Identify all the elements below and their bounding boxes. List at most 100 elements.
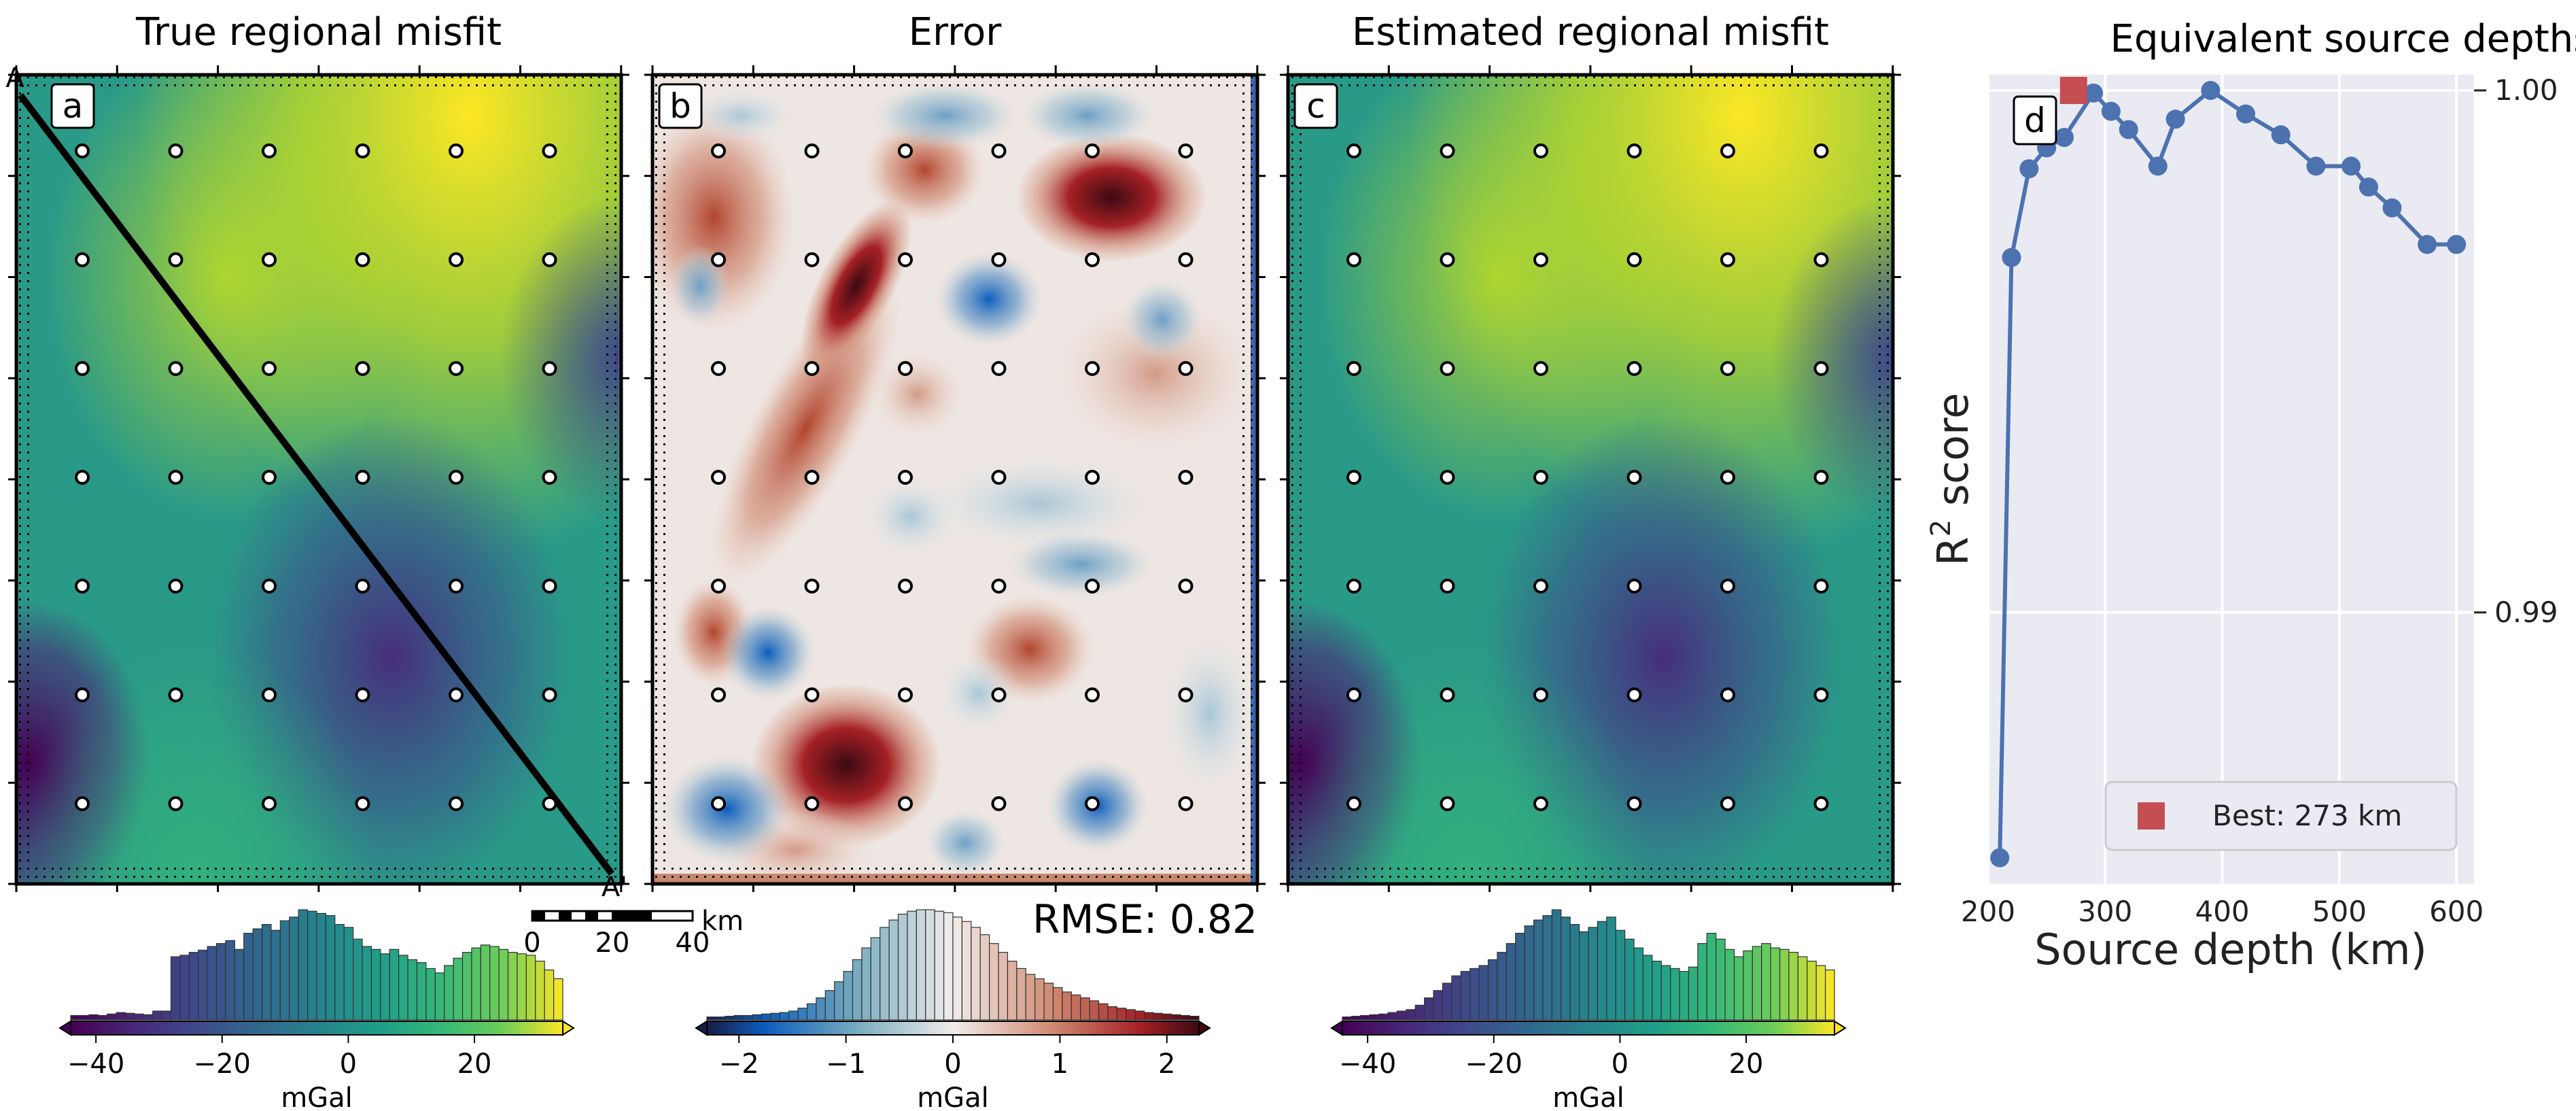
station-marker [1720,687,1735,702]
histogram-bar [1043,982,1054,1021]
colorbar-tick-label: −20 [1465,1048,1522,1080]
station-marker [1533,252,1548,267]
station-marker [1720,361,1735,376]
histogram-bar [907,910,917,1021]
panel-b-stations [711,143,1194,811]
histogram-bar [1487,959,1498,1021]
histogram-bar [843,971,854,1021]
histogram-bar [353,938,363,1021]
histogram-bar [462,952,472,1021]
station-marker [898,361,913,376]
station-marker [449,252,464,267]
station-marker [1720,579,1735,594]
histogram-bar [1406,1009,1416,1021]
panel-b-border-dots [652,75,1257,884]
series-point [2002,247,2021,267]
station-marker [542,579,557,594]
histogram-bar [316,912,327,1021]
histogram-bar [1387,1012,1398,1021]
histogram-bar [1533,919,1544,1021]
histogram-bar [170,956,181,1021]
panel-c-histogram [1342,909,1835,1021]
histogram-bar [1016,968,1026,1021]
station-marker [1085,796,1100,811]
station-marker [1178,687,1194,702]
series-point [2119,120,2138,139]
series-points [1990,81,2467,868]
histogram-bar [1143,1012,1154,1021]
histogram-bar [824,990,835,1021]
histogram-bar [143,1014,154,1021]
station-marker [991,796,1007,811]
histogram-bar [1624,938,1635,1021]
chart-title: Equivalent source depths [2110,17,2576,61]
histogram-bar [225,940,235,1021]
histogram-bar [1071,994,1081,1021]
station-marker [75,252,90,267]
panel-a-ticks [8,65,629,892]
station-marker [711,143,726,158]
station-marker [1533,796,1548,811]
station-marker [262,579,277,594]
histogram-bar [152,1010,162,1021]
histogram-bar [298,909,309,1021]
histogram-bar [1497,952,1507,1021]
station-marker [168,796,184,811]
station-marker [711,252,726,267]
x-tick-label: 300 [2078,895,2132,928]
station-marker [449,470,464,485]
station-marker [1720,252,1735,267]
station-marker [542,796,557,811]
chart-xlabel: Source depth (km) [2034,925,2427,974]
histogram-bar [979,934,990,1021]
histogram-bar [207,946,217,1021]
station-marker [898,796,913,811]
panel-c-colorbar-label: mGal [1552,1082,1624,1111]
panel-c: Estimated regional misfit c [1280,10,1901,1111]
panel-c-border-dots [1288,75,1893,884]
station-marker [1533,579,1548,594]
station-marker [449,687,464,702]
panel-b-colorbar: −2 −1 0 1 2 [695,1020,1211,1080]
colorbar-tick-label: −40 [67,1048,124,1080]
station-marker [75,579,90,594]
histogram-bar [1360,1014,1370,1021]
station-marker [1626,143,1642,158]
station-marker [804,796,820,811]
histogram-bar [1569,923,1580,1021]
histogram-bar [1107,1006,1117,1021]
series-point [2271,125,2291,145]
histogram-bar [888,919,899,1021]
station-marker [75,143,90,158]
rmse-label: RMSE: 0.82 [1032,896,1257,942]
station-marker [355,470,370,485]
y-tick-label: 1.00 [2494,73,2558,107]
histogram-bar [1460,971,1471,1021]
histogram-bar [1052,987,1063,1021]
profile-end-label: A' [602,872,627,903]
station-marker [991,687,1007,702]
station-marker [991,470,1007,485]
histogram-bar [453,957,464,1021]
histogram-bar [816,997,826,1021]
best-marker [2059,77,2087,105]
station-marker [1346,143,1361,158]
series-point [1990,848,2010,868]
histogram-bar [124,1012,135,1021]
station-marker [1440,796,1455,811]
histogram-bar [861,947,871,1021]
station-marker [898,252,913,267]
histogram-bar [1171,1014,1181,1021]
station-marker [1813,796,1829,811]
histogram-bar [1779,948,1790,1021]
series-point [2382,198,2402,218]
x-tick-label: 500 [2312,895,2367,928]
histogram-bar [544,969,555,1021]
histogram-bar [1424,997,1434,1021]
station-marker [1533,143,1548,158]
station-marker [711,579,726,594]
scale-bar-tick-20: 20 [595,927,630,959]
station-marker [898,579,913,594]
station-marker [1178,796,1194,811]
chart-legend: Best: 273 km [2104,781,2458,851]
